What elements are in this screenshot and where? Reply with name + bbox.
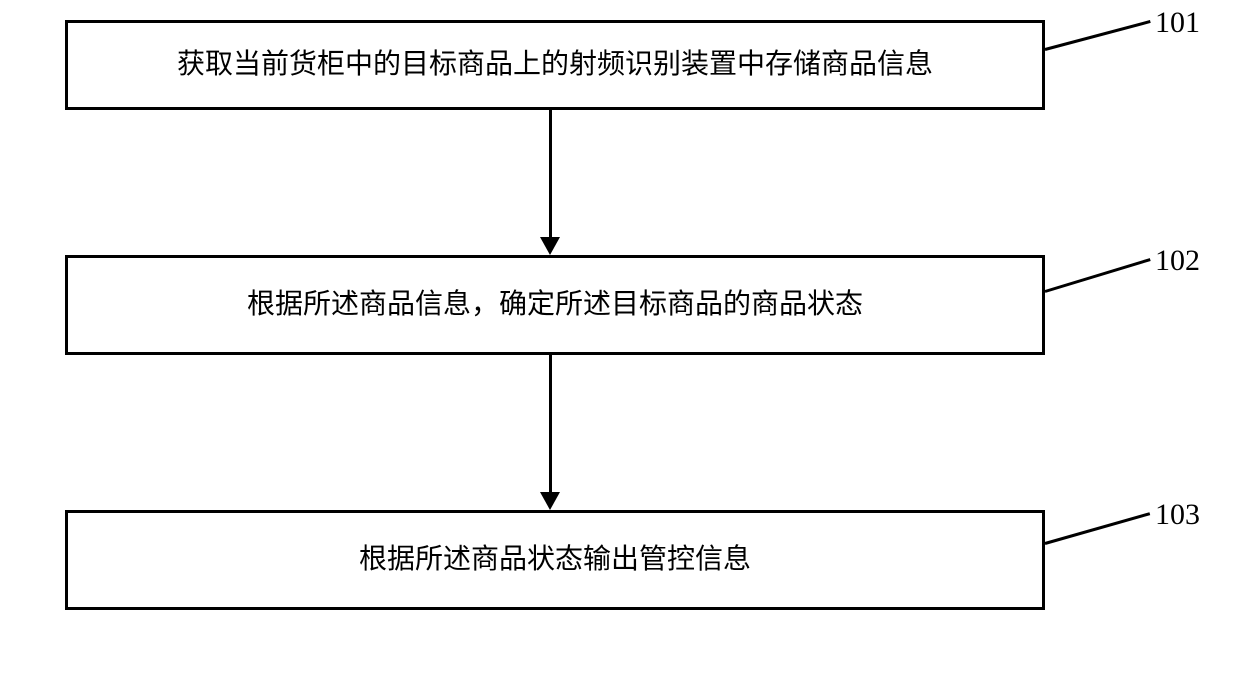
flow-node-2: 根据所述商品信息，确定所述目标商品的商品状态	[65, 255, 1045, 355]
arrow-2-3-line	[549, 355, 552, 492]
flow-node-1: 获取当前货柜中的目标商品上的射频识别装置中存储商品信息	[65, 20, 1045, 110]
step-label-3: 103	[1155, 498, 1200, 532]
label-line-3	[1045, 512, 1151, 545]
flow-node-2-text: 根据所述商品信息，确定所述目标商品的商品状态	[247, 285, 863, 324]
flow-node-3: 根据所述商品状态输出管控信息	[65, 510, 1045, 610]
arrow-1-2-line	[549, 110, 552, 237]
step-label-1: 101	[1155, 6, 1200, 40]
arrow-2-3-head	[540, 492, 560, 510]
label-line-2	[1045, 258, 1151, 293]
arrow-1-2-head	[540, 237, 560, 255]
flow-node-1-text: 获取当前货柜中的目标商品上的射频识别装置中存储商品信息	[177, 45, 933, 84]
label-line-1	[1045, 20, 1151, 51]
flowchart-container: 获取当前货柜中的目标商品上的射频识别装置中存储商品信息 101 根据所述商品信息…	[0, 0, 1240, 686]
flow-node-3-text: 根据所述商品状态输出管控信息	[359, 540, 751, 579]
step-label-2: 102	[1155, 244, 1200, 278]
